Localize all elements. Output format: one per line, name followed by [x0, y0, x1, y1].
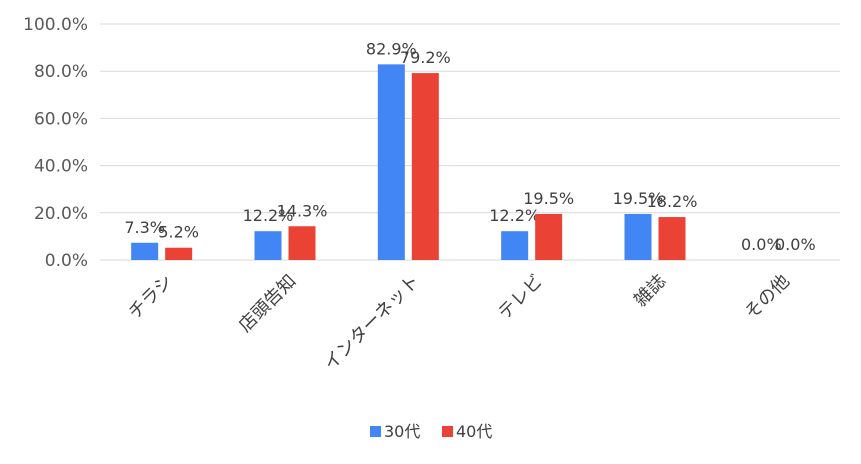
data-label: 12.2% — [243, 206, 294, 225]
bar — [658, 217, 686, 260]
legend-label: 40代 — [456, 422, 492, 441]
bar — [501, 231, 529, 260]
y-tick-label: 20.0% — [34, 204, 88, 224]
data-label: 0.0% — [741, 235, 782, 254]
bar — [377, 64, 405, 260]
data-label: 14.3% — [277, 201, 328, 220]
data-label: 79.2% — [400, 48, 451, 67]
data-label: 0.0% — [775, 235, 816, 254]
bar — [624, 213, 652, 260]
y-tick-label: 100.0% — [23, 15, 88, 35]
bar — [535, 213, 563, 260]
y-tick-label: 0.0% — [45, 251, 88, 271]
bar — [165, 247, 193, 260]
bar — [254, 231, 282, 260]
data-label: 7.3% — [124, 218, 165, 237]
data-label: 18.2% — [647, 192, 698, 211]
data-label: 12.2% — [489, 206, 540, 225]
y-tick-label: 80.0% — [34, 62, 88, 82]
x-tick-label: チラシ — [124, 271, 177, 324]
x-tick-label: テレビ — [494, 271, 547, 324]
y-tick-label: 40.0% — [34, 157, 88, 177]
data-label: 19.5% — [613, 189, 664, 208]
x-tick-label: インターネット — [320, 271, 424, 375]
y-tick-label: 60.0% — [34, 109, 88, 129]
x-tick-label: 店頭告知 — [235, 271, 301, 337]
data-label: 5.2% — [158, 223, 199, 242]
x-tick-label: その他 — [741, 271, 794, 324]
legend-label: 30代 — [384, 422, 420, 441]
legend-swatch — [442, 426, 453, 437]
data-label: 82.9% — [366, 39, 417, 58]
bar — [411, 73, 439, 260]
legend-swatch — [370, 426, 381, 437]
bar — [288, 226, 316, 260]
data-label: 19.5% — [523, 189, 574, 208]
x-tick-label: 雑誌 — [630, 271, 670, 311]
bar — [131, 242, 159, 260]
